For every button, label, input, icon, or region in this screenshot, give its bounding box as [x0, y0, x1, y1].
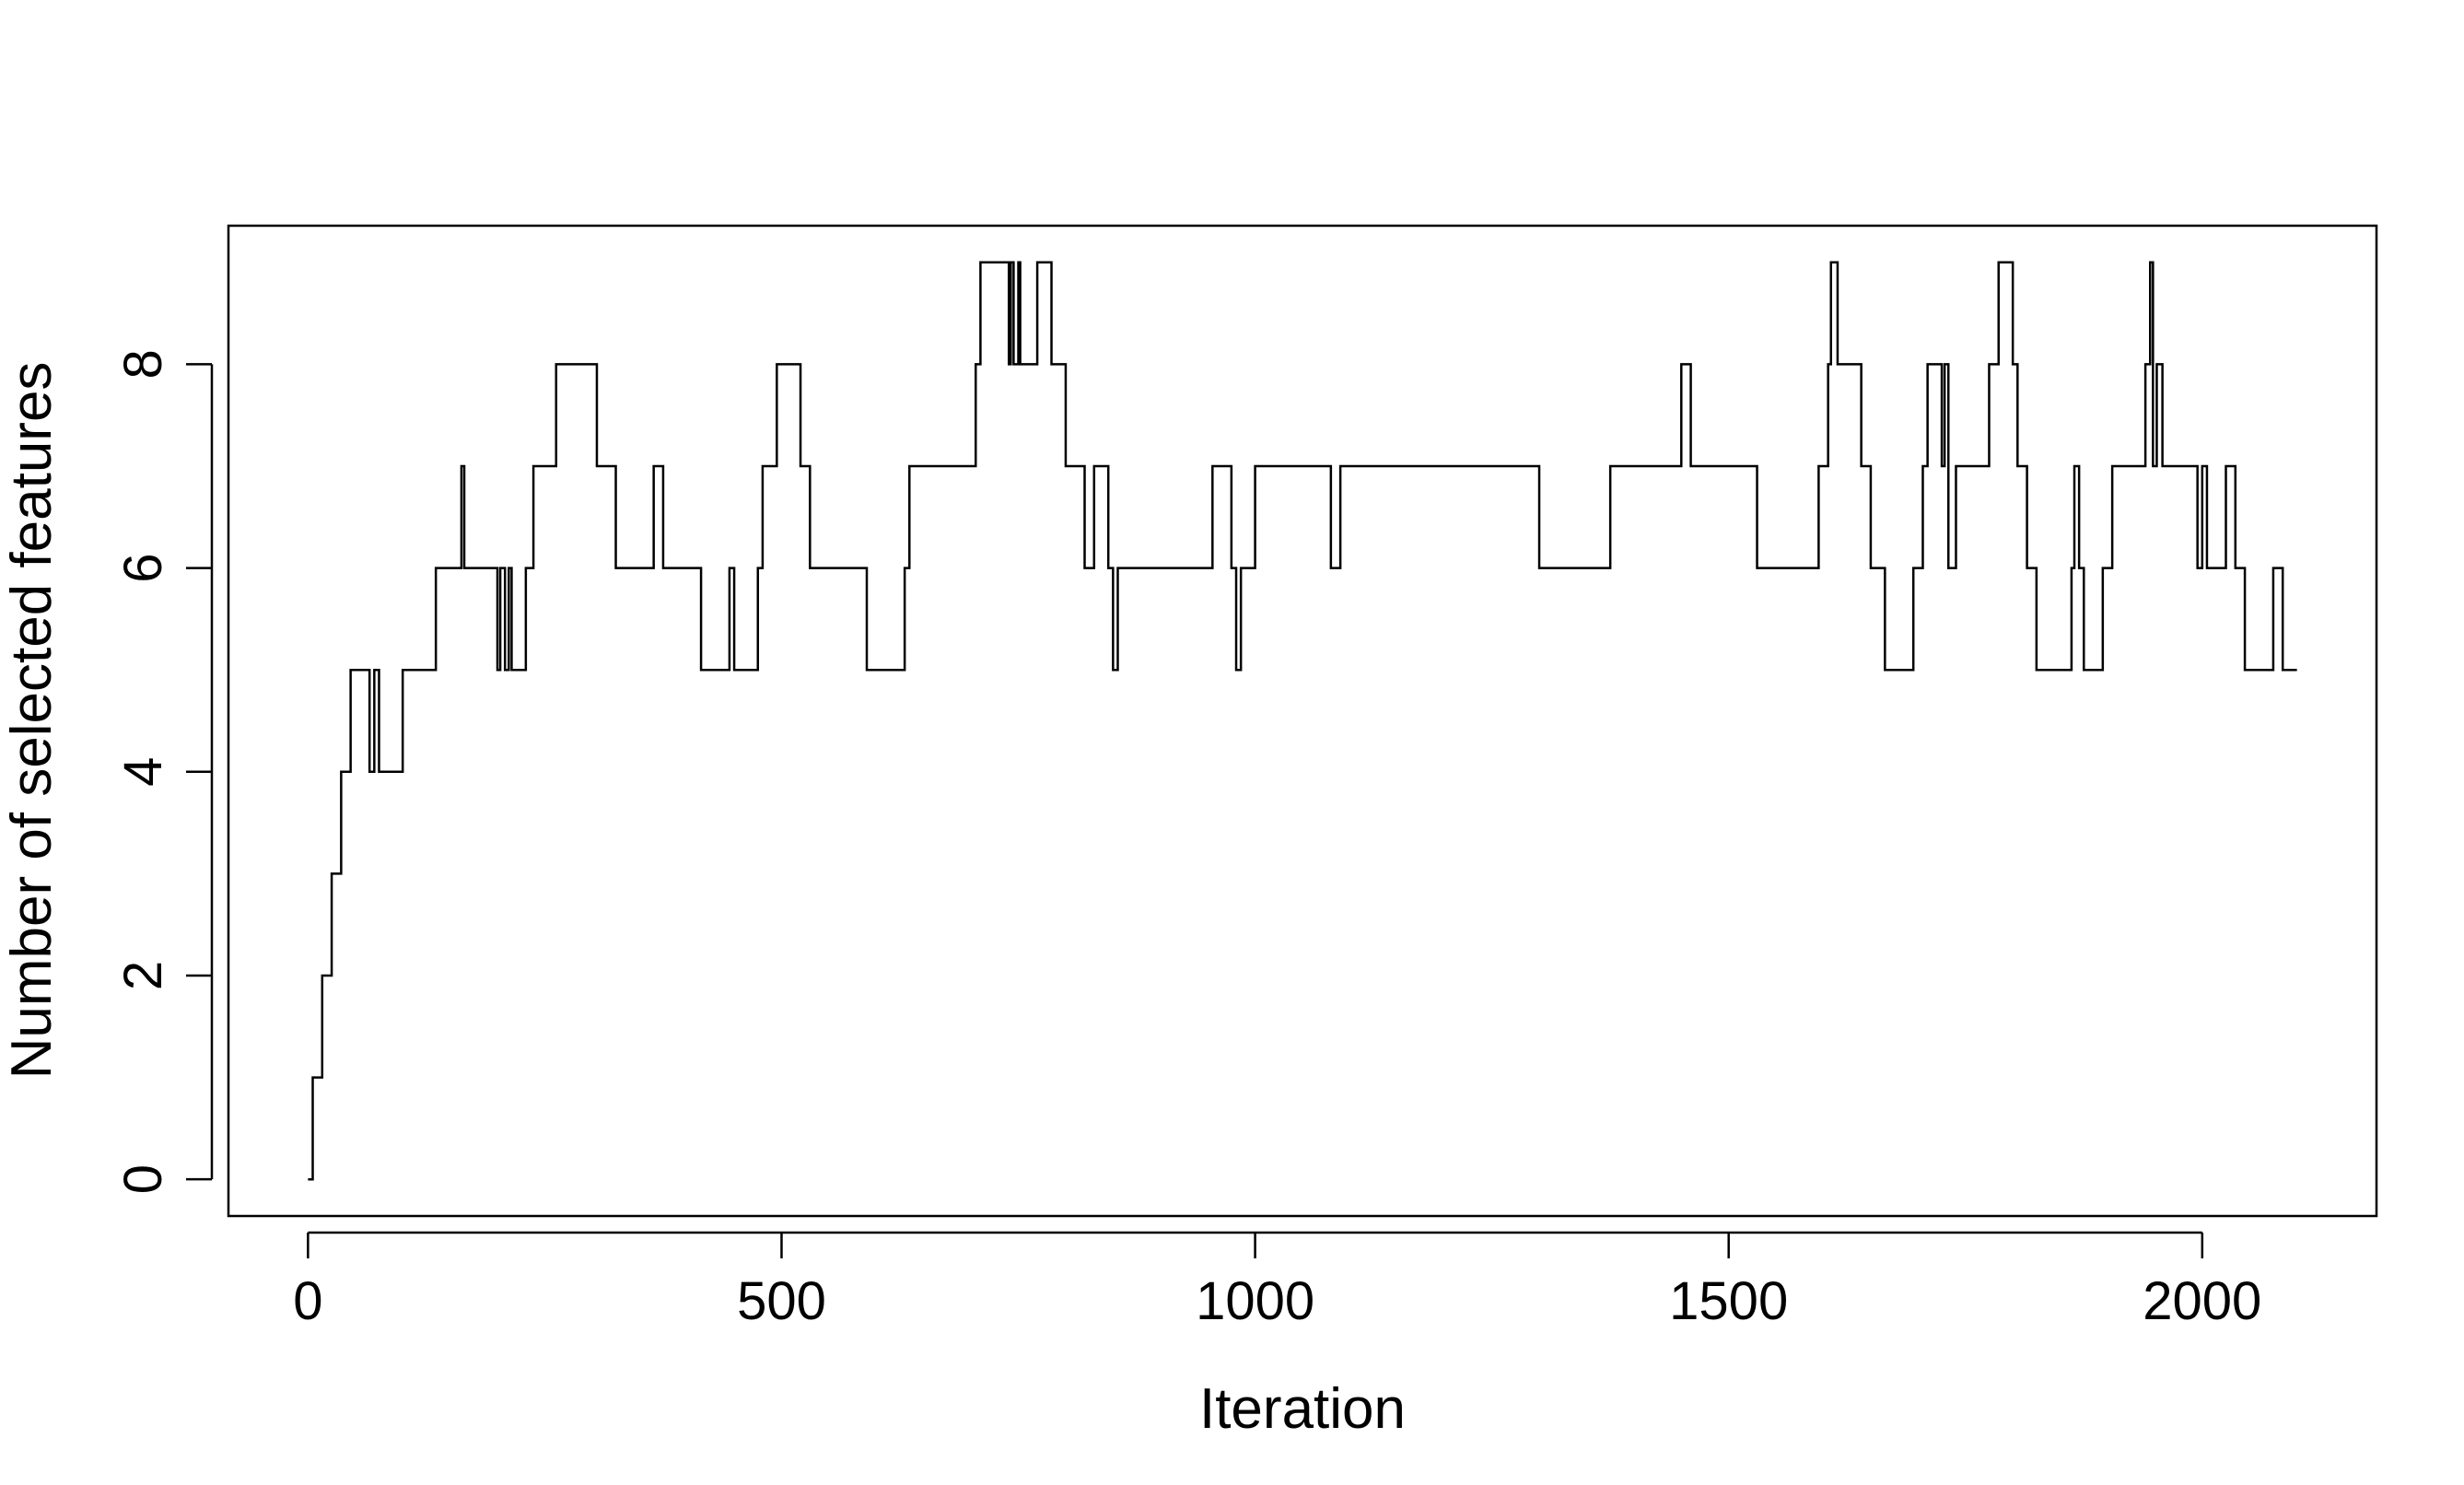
y-tick-label: 2: [113, 961, 173, 990]
x-tick-label: 0: [293, 1271, 322, 1331]
series-line-0: [308, 261, 2297, 1181]
x-axis: 0 500 1000 1500 2000: [293, 1231, 2261, 1331]
y-tick-label: 6: [113, 553, 173, 582]
y-axis-title: Number of selected features: [0, 362, 64, 1080]
y-tick-label: 0: [113, 1164, 173, 1194]
series-layer: [308, 261, 2297, 1181]
x-tick-label: 2000: [2143, 1271, 2261, 1331]
x-tick-label: 1000: [1196, 1271, 1314, 1331]
plot-frame: [227, 224, 2378, 1218]
x-axis-title: Iteration: [1199, 1377, 1406, 1441]
y-tick-label: 8: [113, 349, 173, 379]
y-tick-label: 4: [113, 757, 173, 787]
x-tick-label: 500: [737, 1271, 826, 1331]
x-tick-label: 1500: [1669, 1271, 1788, 1331]
y-axis: 0 2 4 6 8: [113, 349, 214, 1194]
